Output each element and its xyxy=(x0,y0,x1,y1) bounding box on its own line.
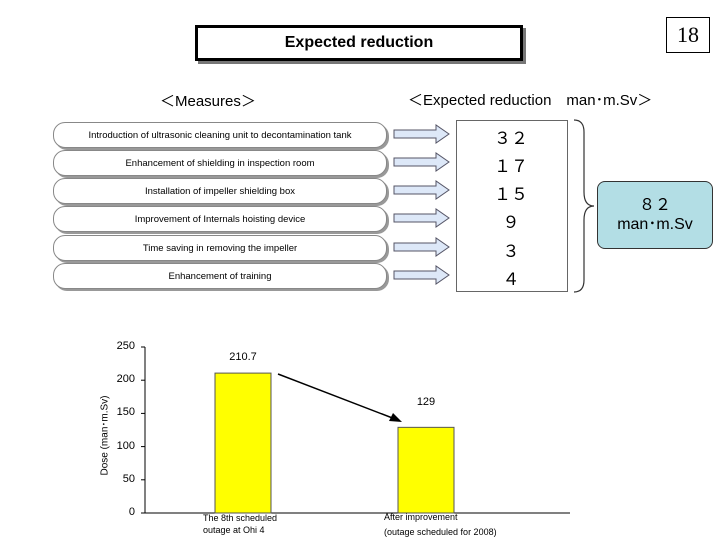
x-category-label: After improvement (outage scheduled for 2… xyxy=(384,511,497,538)
page-title-text: Expected reduction xyxy=(284,34,434,51)
reduction-arrow-head-icon xyxy=(389,413,402,422)
bar-value-label: 210.7 xyxy=(229,351,257,364)
x-category-label-line: (outage scheduled for 2008) xyxy=(384,527,497,537)
x-category-label-line: outage at Ohi 4 xyxy=(203,525,265,535)
measures-heading: ＜Measures＞ xyxy=(160,93,256,110)
reduction-value: １５ xyxy=(494,185,528,204)
arrow-right-icon xyxy=(393,265,450,285)
y-tick-label: 100 xyxy=(116,439,135,452)
arrow-right-icon xyxy=(393,180,450,200)
x-category-label-line: After improvement xyxy=(384,512,458,522)
measure-item: Introduction of ultrasonic cleaning unit… xyxy=(53,122,387,148)
page-title: Expected reduction xyxy=(195,25,523,61)
bar xyxy=(397,426,455,514)
measure-item: Time saving in removing the impeller xyxy=(53,235,387,261)
reduction-arrow xyxy=(277,373,396,420)
reduction-heading: ＜Expected reduction man･m.Sv＞ xyxy=(408,92,653,109)
arrow-right-icon xyxy=(393,208,450,228)
arrow-right-icon xyxy=(393,124,450,144)
values-column xyxy=(456,120,568,292)
x-category-label-line: The 8th scheduled xyxy=(203,513,278,523)
bar-value-label: 129 xyxy=(416,396,436,409)
y-tick-label: 250 xyxy=(116,340,135,352)
reduction-value: ３２ xyxy=(494,129,528,148)
y-tick-label: 0 xyxy=(128,506,135,518)
y-tick-label: 50 xyxy=(122,472,135,485)
bar xyxy=(214,372,272,514)
total-reduction-box: ８２ man･m.Sv xyxy=(597,181,713,249)
total-value: ８２ xyxy=(638,197,671,214)
right-brace-icon xyxy=(573,119,595,293)
page-number: 18 xyxy=(666,17,710,53)
y-tick-label: 150 xyxy=(116,406,135,419)
arrows-group xyxy=(393,124,450,285)
measure-item: Improvement of Internals hoisting device xyxy=(53,206,387,232)
reduction-value: ９ xyxy=(502,213,520,232)
arrow-right-icon xyxy=(393,152,450,172)
arrow-right-icon xyxy=(393,237,450,257)
measure-item: Enhancement of training xyxy=(53,263,387,289)
x-category-label: The 8th scheduled outage at Ohi 4 xyxy=(203,512,277,536)
reduction-value: ４ xyxy=(502,270,520,289)
measure-item: Installation of impeller shielding box xyxy=(53,178,387,204)
total-unit: man･m.Sv xyxy=(617,216,693,233)
reduction-value: １７ xyxy=(494,157,528,176)
reduction-value: ３ xyxy=(502,242,520,261)
measure-item: Enhancement of shielding in inspection r… xyxy=(53,150,387,176)
y-tick-label: 200 xyxy=(116,373,135,386)
